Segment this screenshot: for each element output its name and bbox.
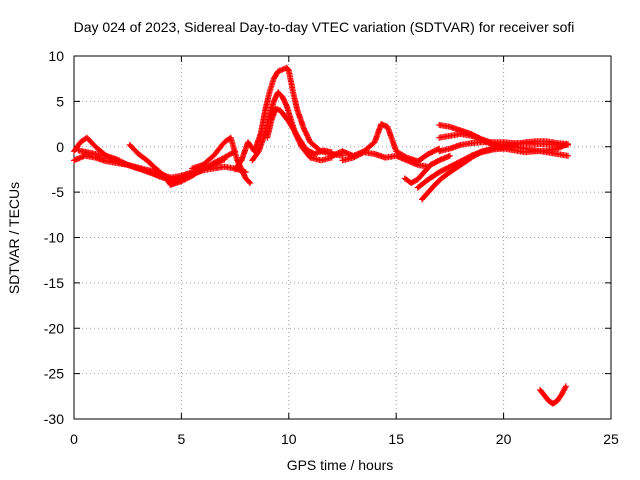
data-series <box>71 64 571 407</box>
series-track-8 <box>264 105 335 157</box>
y-tick-label: -20 <box>44 320 64 336</box>
y-tick-label: -5 <box>52 184 65 200</box>
chart-title: Day 024 of 2023, Sidereal Day-to-day VTE… <box>74 19 575 35</box>
y-tick-label: -30 <box>44 411 64 427</box>
series-markers <box>339 149 432 170</box>
y-tick-label: 10 <box>48 48 64 64</box>
y-tick-label: 5 <box>56 93 64 109</box>
series-track-4 <box>126 141 228 188</box>
series-markers <box>232 64 346 173</box>
series-track-10 <box>339 149 432 170</box>
y-axis-label: SDTVAR / TECUs <box>6 182 22 294</box>
series-track-6 <box>232 64 346 173</box>
x-tick-label: 15 <box>388 431 404 447</box>
series-markers <box>468 138 571 159</box>
x-tick-label: 10 <box>281 431 297 447</box>
series-track-17 <box>468 138 571 159</box>
series-markers <box>436 122 569 156</box>
series-markers <box>264 105 335 157</box>
series-markers <box>126 141 228 188</box>
x-axis-label: GPS time / hours <box>287 457 394 473</box>
y-tick-label: -25 <box>44 366 64 382</box>
series-markers <box>401 152 453 186</box>
x-tick-label: 0 <box>70 431 78 447</box>
y-tick-label: -10 <box>44 230 64 246</box>
y-tick-label: 0 <box>56 139 64 155</box>
x-tick-label: 5 <box>178 431 186 447</box>
axis-ticks: 10 5 0 -5 -10 -15 -20 -25 -30 0 5 10 15 20 25 <box>44 48 619 447</box>
series-track-14 <box>436 122 569 156</box>
y-tick-label: -15 <box>44 275 64 291</box>
x-tick-label: 25 <box>603 431 619 447</box>
series-track-11 <box>401 152 453 186</box>
grid-lines <box>74 56 611 419</box>
series-track-18 <box>537 383 569 407</box>
series-markers <box>537 383 569 407</box>
x-tick-label: 20 <box>496 431 512 447</box>
